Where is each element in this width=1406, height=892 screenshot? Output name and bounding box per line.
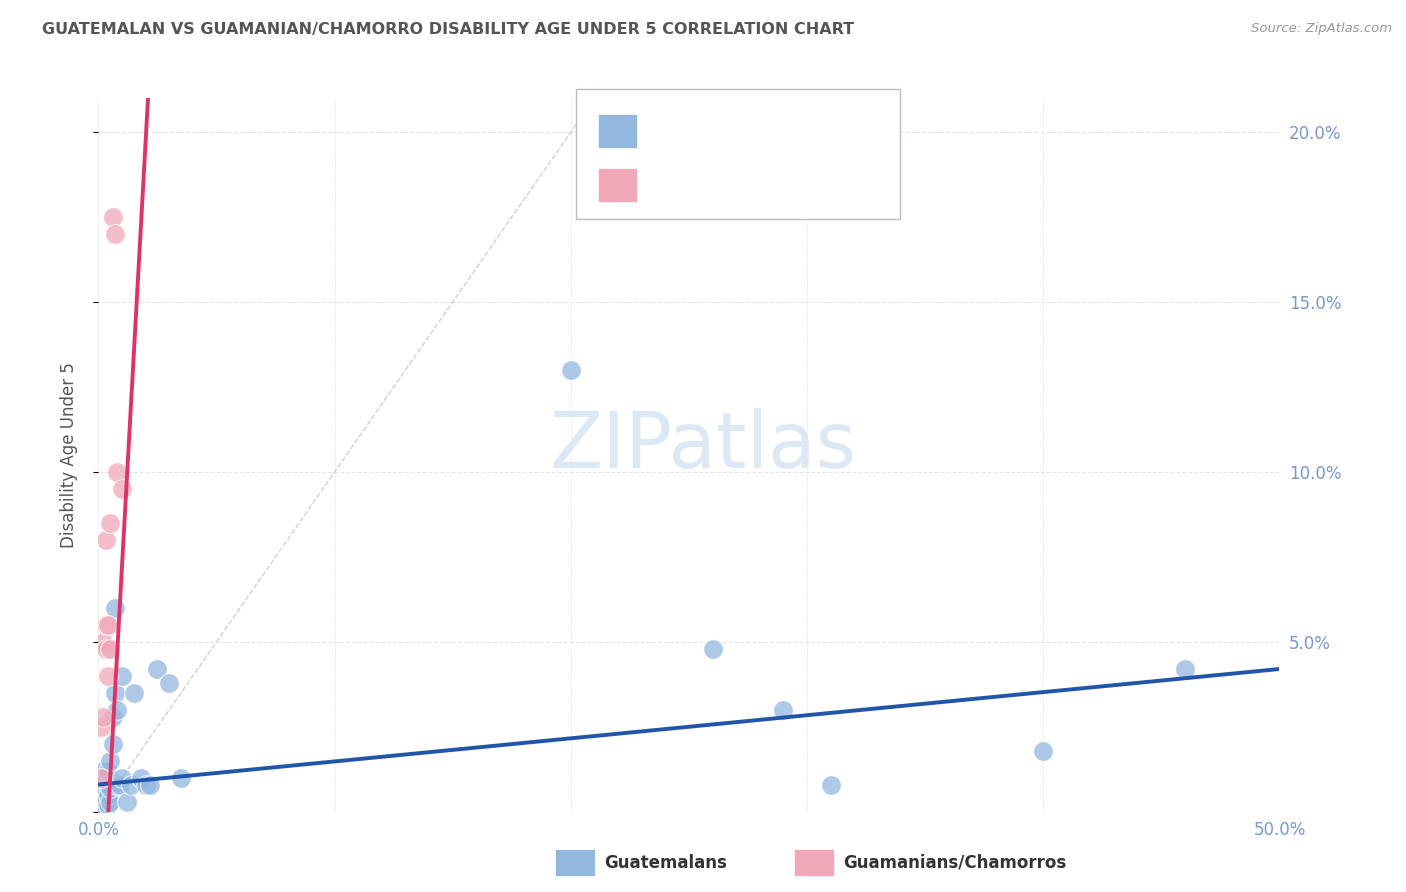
Point xyxy=(101,737,124,751)
Point xyxy=(91,771,114,785)
Point xyxy=(129,771,152,785)
Point xyxy=(105,465,128,479)
Point xyxy=(772,703,794,717)
Point xyxy=(91,709,114,723)
Point xyxy=(115,795,138,809)
Point xyxy=(1032,743,1054,757)
Point xyxy=(101,709,124,723)
Point xyxy=(94,617,117,632)
Point xyxy=(91,788,114,802)
Point xyxy=(105,778,128,792)
Point xyxy=(91,635,114,649)
Point xyxy=(560,363,582,377)
Point xyxy=(157,675,180,690)
Point xyxy=(104,600,127,615)
Point xyxy=(111,771,134,785)
Point xyxy=(104,227,127,241)
Point xyxy=(170,771,193,785)
Point xyxy=(139,778,162,792)
Point xyxy=(94,641,117,656)
Point xyxy=(94,771,117,785)
Point xyxy=(97,797,120,812)
Text: Guatemalans: Guatemalans xyxy=(605,854,727,871)
Text: Guamanians/Chamorros: Guamanians/Chamorros xyxy=(844,854,1067,871)
Point xyxy=(702,641,724,656)
Point xyxy=(98,795,121,809)
Point xyxy=(90,771,112,785)
Text: R =  0.231   N = 44: R = 0.231 N = 44 xyxy=(648,122,839,140)
Point xyxy=(91,801,114,815)
Point xyxy=(97,788,120,802)
Point xyxy=(104,686,127,700)
Point xyxy=(91,795,114,809)
Point xyxy=(135,778,157,792)
Point xyxy=(91,764,114,778)
Point xyxy=(97,669,120,683)
Point xyxy=(1174,662,1197,676)
Point xyxy=(97,764,120,778)
Point xyxy=(121,778,143,792)
Point xyxy=(108,778,131,792)
Point xyxy=(94,784,117,798)
Text: ZIPatlas: ZIPatlas xyxy=(550,408,856,484)
Point xyxy=(97,617,120,632)
Point xyxy=(98,754,121,768)
Point xyxy=(98,780,121,795)
Point xyxy=(820,778,842,792)
Point xyxy=(94,795,117,809)
Text: GUATEMALAN VS GUAMANIAN/CHAMORRO DISABILITY AGE UNDER 5 CORRELATION CHART: GUATEMALAN VS GUAMANIAN/CHAMORRO DISABIL… xyxy=(42,22,855,37)
Point xyxy=(98,516,121,530)
Point xyxy=(111,669,134,683)
Point xyxy=(94,801,117,815)
Point xyxy=(94,533,117,547)
Point xyxy=(90,778,112,792)
Point xyxy=(146,662,169,676)
Point xyxy=(90,788,112,802)
Point xyxy=(90,771,112,785)
Point xyxy=(105,703,128,717)
Text: Source: ZipAtlas.com: Source: ZipAtlas.com xyxy=(1251,22,1392,36)
Point xyxy=(122,686,145,700)
Point xyxy=(101,210,124,224)
Point xyxy=(111,482,134,496)
Point xyxy=(98,641,121,656)
Point xyxy=(90,720,112,734)
Text: R =  0.595   N =  15: R = 0.595 N = 15 xyxy=(648,176,845,194)
Point xyxy=(97,778,120,792)
Y-axis label: Disability Age Under 5: Disability Age Under 5 xyxy=(59,362,77,548)
Point xyxy=(91,778,114,792)
